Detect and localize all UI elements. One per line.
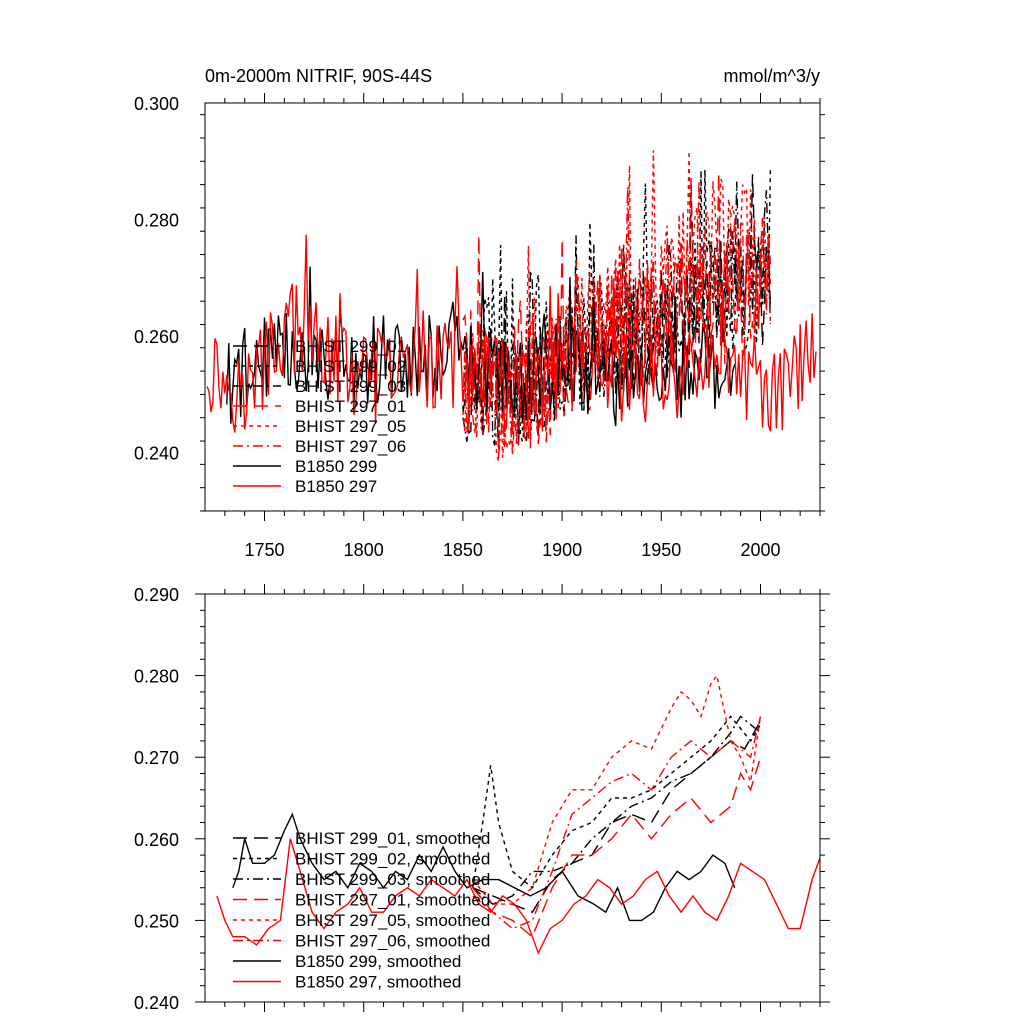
bottom-y-tick-label: 0.240: [134, 993, 179, 1013]
bottom-series-line-4: [472, 756, 762, 938]
top-x-tick-label: 1750: [244, 540, 284, 560]
bottom-y-tick-label: 0.260: [134, 830, 179, 850]
top-chart-units: mmol/m^3/y: [724, 66, 820, 86]
top-x-tick-label: 1800: [344, 540, 384, 560]
bottom-y-tick-label: 0.270: [134, 748, 179, 768]
bottom-series-group: [216, 673, 820, 955]
bottom-series-line-6: [472, 716, 762, 930]
bottom-series-line-7: [232, 812, 736, 922]
top-x-tick-label: 1950: [641, 540, 681, 560]
bottom-legend-label-5: BHIST 297_05, smoothed: [295, 911, 490, 930]
top-x-tick-label: 1900: [542, 540, 582, 560]
bottom-chart-panel: 0.240 0.250 0.260 0.270 0.280 0.290 BHIST 299_…: [134, 584, 830, 1013]
top-y-tick-label: 0.240: [134, 444, 179, 464]
top-series-line-8: [206, 234, 817, 433]
top-chart-panel: 0m-2000m NITRIF, 90S-44S mmol/m^3/y 0.24…: [134, 66, 825, 560]
top-y-tick-label: 0.280: [134, 211, 179, 231]
bottom-plot-frame: [204, 593, 821, 1003]
top-plot-area: 0.240 0.260 0.280 0.300 1750 1800 1850 1900 1950…: [134, 93, 825, 560]
bottom-legend-label-2: BHIST 299_02, smoothed: [295, 850, 490, 869]
bottom-legend-label-4: BHIST 297_01, smoothed: [295, 891, 490, 910]
bottom-series-line-3: [472, 715, 761, 905]
bottom-legend-label-3: BHIST 299_03, smoothed: [295, 870, 490, 889]
top-y-tick-label: 0.300: [134, 94, 179, 114]
top-legend-label-1: BHIST 299_01: [295, 337, 406, 356]
top-legend-label-3: BHIST 299_03: [295, 377, 406, 396]
bottom-plot-area: 0.240 0.250 0.260 0.270 0.280 0.290 BHIST 299_…: [134, 584, 830, 1013]
bottom-legend-label-6: BHIST 297_06, smoothed: [295, 932, 490, 951]
bottom-y-tick-label: 0.250: [134, 911, 179, 931]
top-legend-label-2: BHIST 299_02: [295, 357, 406, 376]
top-x-tick-label: 2000: [740, 540, 780, 560]
top-series-line-6: [462, 177, 772, 457]
bottom-legend-label-8: B1850 297, smoothed: [295, 973, 461, 992]
top-legend-label-7: B1850 299: [295, 457, 377, 476]
top-legend-label-6: BHIST 297_06: [295, 437, 406, 456]
bottom-series-line-2: [472, 715, 762, 889]
bottom-legend: BHIST 299_01, smoothed BHIST 299_02, smoo…: [233, 829, 490, 992]
bottom-series-line-1: [472, 724, 760, 914]
bottom-series-line-8: [216, 838, 820, 955]
bottom-legend-label-1: BHIST 299_01, smoothed: [295, 829, 490, 848]
bottom-series-line-5: [472, 673, 762, 905]
bottom-y-tick-label: 0.280: [134, 667, 179, 687]
top-legend-label-4: BHIST 297_01: [295, 397, 406, 416]
top-series-line-4: [462, 172, 772, 449]
top-legend-label-5: BHIST 297_05: [295, 417, 406, 436]
top-legend-label-8: B1850 297: [295, 477, 377, 496]
top-y-tick-label: 0.260: [134, 327, 179, 347]
top-series-group: [206, 150, 817, 462]
bottom-y-tick-label: 0.290: [134, 585, 179, 605]
top-chart-title: 0m-2000m NITRIF, 90S-44S: [205, 66, 432, 86]
top-x-tick-label: 1850: [443, 540, 483, 560]
bottom-legend-label-7: B1850 299, smoothed: [295, 952, 461, 971]
top-plot-frame: [204, 102, 821, 512]
